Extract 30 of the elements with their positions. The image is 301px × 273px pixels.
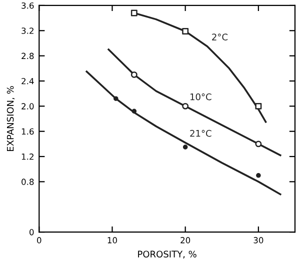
point: [182, 102, 189, 110]
y-tick-label: 1.2: [22, 154, 34, 160]
x-tick-label: 30: [254, 237, 264, 244]
y-tick-label: 0.8: [22, 178, 34, 185]
x-axis-title: POROSITY, %: [138, 250, 196, 258]
point: [256, 173, 261, 178]
y-tick-label: 3.2: [22, 28, 34, 34]
series-label: 10°C: [190, 93, 212, 100]
x-tick-label: 0: [37, 237, 42, 244]
point: [182, 144, 188, 150]
line-series: [108, 48, 282, 156]
point: [130, 71, 138, 78]
point: [182, 28, 189, 34]
series-label: 2°C: [212, 34, 228, 40]
point: [113, 96, 118, 102]
y-tick-label: 2.8: [22, 52, 34, 60]
y-tick-label: 2.4: [22, 78, 34, 84]
point: [132, 108, 137, 114]
x-tick-label: 10: [108, 237, 117, 244]
line-series: [86, 70, 282, 196]
y-tick-label: 1.6: [22, 128, 34, 135]
y-tick-label: 2.0: [22, 103, 34, 110]
point: [255, 140, 262, 148]
x-tick-label: 20: [180, 237, 190, 244]
point: [130, 10, 138, 16]
y-tick-label: 0: [30, 229, 34, 236]
y-axis-title: EXPANSION, %: [6, 86, 15, 151]
series-label: 21°C: [190, 130, 212, 137]
point: [255, 102, 262, 110]
y-tick-label: 3.6: [22, 2, 34, 9]
